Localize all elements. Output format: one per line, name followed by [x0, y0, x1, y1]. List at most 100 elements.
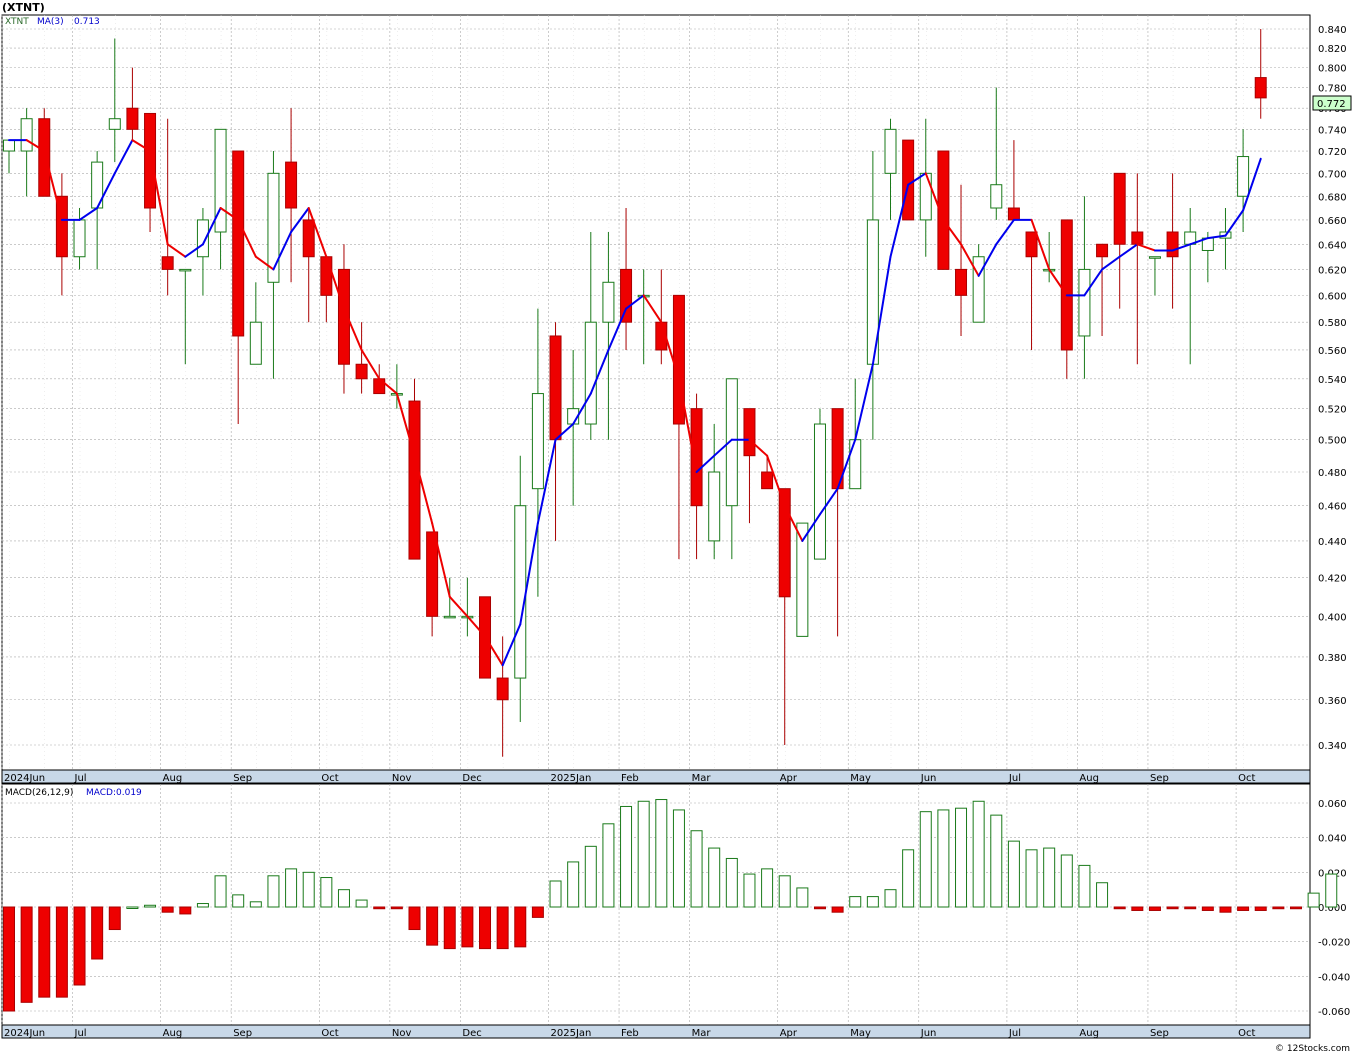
ma3-segment: [325, 255, 345, 310]
ma3-segment: [642, 294, 663, 324]
macd-bar: [320, 877, 333, 908]
macd-bar: [866, 896, 879, 908]
macd-bar: [1148, 906, 1161, 911]
price-tick-label: 0.540: [1318, 375, 1347, 386]
macd-bar: [902, 849, 915, 908]
macd-bar: [708, 847, 721, 908]
price-tick-label: 0.840: [1318, 25, 1347, 36]
ma3-segment: [290, 207, 310, 233]
x-tick-label-bottom: Jul: [1008, 1028, 1021, 1039]
price-tick-label: 0.700: [1318, 169, 1347, 180]
macd-bar: [884, 889, 897, 908]
macd-bar: [743, 873, 756, 908]
x-tick-label-top: Mar: [692, 773, 712, 784]
macd-bar: [426, 906, 439, 946]
ma3-segment: [342, 307, 363, 351]
candle-body: [55, 195, 68, 258]
ma3-segment: [254, 255, 275, 271]
macd-tick-label: -0.040: [1318, 972, 1350, 983]
macd-bar: [849, 896, 862, 908]
ma3-segment: [748, 438, 769, 457]
ma3-segment: [272, 230, 293, 271]
x-tick-label-bottom: Sep: [1150, 1028, 1169, 1039]
x-tick-label-top: May: [850, 773, 871, 784]
candle-body: [320, 256, 333, 296]
x-tick-label-top: Jul: [1008, 773, 1021, 784]
ma3-segment: [660, 321, 680, 380]
macd-bar: [620, 805, 633, 908]
macd-bar: [443, 906, 456, 950]
macd-bar: [232, 894, 245, 908]
macd-tick-label: -0.020: [1318, 938, 1350, 949]
candle-body: [672, 294, 685, 425]
macd-bar: [672, 809, 685, 908]
chart-title: (XTNT): [2, 1, 45, 14]
x-tick-label-bottom: Nov: [392, 1028, 412, 1039]
ma3-segment: [78, 207, 99, 221]
ma3-line: [8, 139, 1262, 667]
candle-body: [408, 400, 421, 560]
candle-body: [267, 172, 280, 283]
ma3-segment: [201, 207, 222, 246]
candle-body: [937, 150, 950, 270]
price-tick-label: 0.480: [1318, 468, 1347, 479]
macd-bar: [144, 904, 157, 908]
x-axis-bottom: 2024Jun Jul Aug Sep Oct Nov Dec 2025Jan Feb Mar Ap…: [4, 1028, 1255, 1039]
macd-bar: [285, 868, 298, 908]
ma3-segment: [572, 392, 592, 426]
x-tick-label-bottom: Mar: [692, 1028, 712, 1039]
macd-bar: [1060, 854, 1073, 908]
price-tick-label: 0.640: [1318, 240, 1347, 251]
macd-params-label: MACD(26,12,9): [5, 788, 73, 798]
price-tick-label: 0.520: [1318, 405, 1347, 416]
x-tick-label-bottom: Dec: [462, 1028, 481, 1039]
candle-body: [514, 505, 527, 679]
candle-body: [161, 256, 174, 270]
candle-body: [884, 128, 897, 174]
price-tick-label: 0.800: [1318, 64, 1347, 75]
x-tick-label-top: Nov: [392, 773, 412, 784]
x-tick-label-bottom: Aug: [163, 1028, 183, 1039]
x-axis-top: 2024Jun Jul Aug Sep Oct Nov Dec 2025Jan Feb Mar Ap…: [4, 773, 1255, 784]
x-tick-label-top: 2024Jun: [4, 773, 45, 784]
macd-bar: [1078, 864, 1091, 908]
x-tick-label-top: 2025Jan: [551, 773, 592, 784]
ma3-segment: [96, 172, 116, 210]
price-tick-label: 0.820: [1318, 44, 1347, 55]
x-tick-label-bottom: 2025Jan: [551, 1028, 592, 1039]
candle-body: [531, 393, 544, 490]
x-tick-label-bottom: Feb: [621, 1028, 639, 1039]
candle-body: [443, 615, 456, 619]
x-tick-label-bottom: Apr: [780, 1028, 798, 1039]
macd-bar: [91, 906, 104, 960]
last-price-label: 0.772: [1317, 99, 1346, 110]
x-tick-label-bottom: Oct: [321, 1028, 338, 1039]
candle-body: [426, 531, 439, 617]
macd-bar: [496, 906, 509, 950]
macd-bar: [531, 906, 544, 918]
macd-bar: [302, 871, 315, 908]
candle-body: [902, 139, 915, 221]
candle-body: [849, 439, 862, 490]
ma3-segment: [695, 454, 716, 474]
ma3-segment: [589, 348, 610, 395]
ma3-segment: [854, 363, 874, 441]
macd-bar: [761, 868, 774, 908]
price-tick-label: 0.360: [1318, 696, 1347, 707]
macd-bar: [796, 887, 809, 908]
ma3-segment: [219, 207, 240, 221]
price-y-axis: 0.340 0.360 0.380 0.400 0.420 0.440 0.460 0.480…: [1318, 25, 1347, 752]
ma3-segment: [783, 504, 804, 542]
x-tick-label-top: Apr: [780, 773, 798, 784]
candle-body: [20, 118, 33, 152]
candle-body: [1025, 231, 1038, 258]
macd-bar: [373, 906, 386, 910]
macd-bar: [990, 814, 1003, 908]
candle-body: [1096, 243, 1109, 258]
x-tick-label-bottom: Jul: [74, 1028, 87, 1039]
ma3-segment: [484, 635, 504, 667]
ma3-segment: [1083, 268, 1104, 297]
candle-body: [355, 363, 368, 380]
macd-bar: [1289, 906, 1302, 910]
macd-bar: [1219, 906, 1232, 913]
